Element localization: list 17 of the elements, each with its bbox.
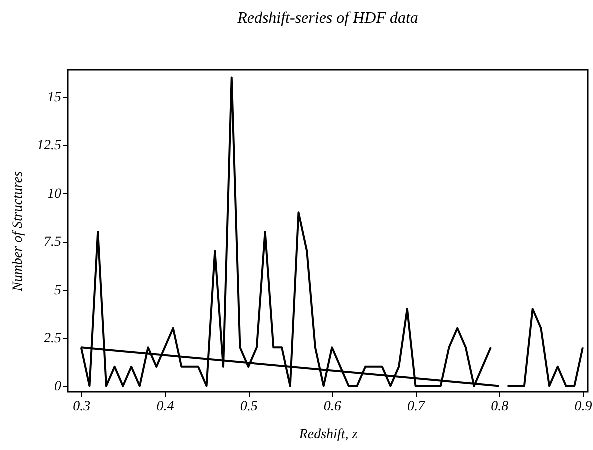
x-tick-label: 0.3 xyxy=(73,400,91,414)
x-tick-label: 0.7 xyxy=(408,400,426,414)
y-tick-label: 0 xyxy=(54,380,62,395)
y-tick-label: 7.5 xyxy=(44,235,62,250)
x-tick-label: 0.8 xyxy=(491,400,509,414)
y-tick-label: 2.5 xyxy=(44,332,62,347)
x-tick-label: 0.6 xyxy=(324,400,342,414)
y-axis-title: Number of Structures xyxy=(11,170,26,293)
y-tick-label: 15 xyxy=(48,90,62,106)
chart-title: Redshift-series of HDF data xyxy=(236,10,418,27)
x-tick-label: 0.9 xyxy=(574,400,592,414)
x-tick-label: 0.4 xyxy=(156,400,174,414)
x-tick-label: 0.5 xyxy=(240,400,258,414)
x-axis-title: Redshift, z xyxy=(298,428,358,442)
y-tick-label: 10 xyxy=(48,186,62,202)
y-tick-label: 5 xyxy=(54,283,62,298)
y-tick-label: 12.5 xyxy=(37,138,62,154)
